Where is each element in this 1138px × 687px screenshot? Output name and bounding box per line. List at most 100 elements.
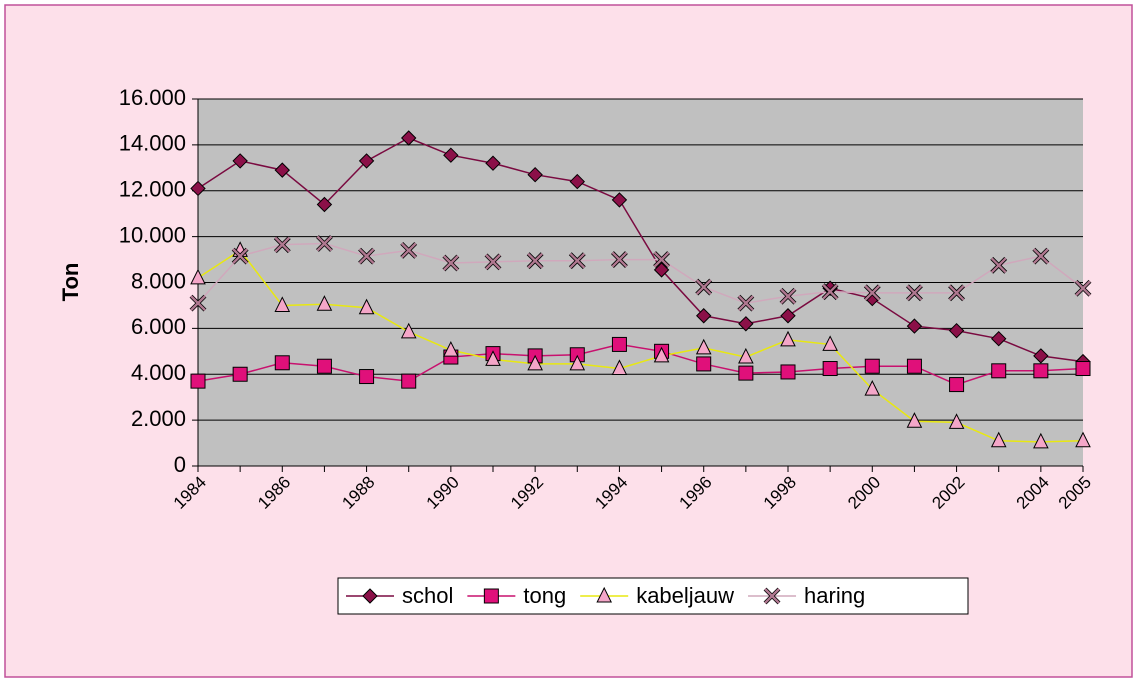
marker — [779, 287, 797, 305]
marker-stroke — [527, 252, 543, 269]
marker — [864, 358, 880, 374]
y-tick-label: 8.000 — [131, 268, 186, 293]
y-tick-label: 14.000 — [119, 131, 186, 156]
marker-stroke — [906, 284, 923, 301]
marker — [316, 295, 333, 311]
marker — [596, 586, 612, 603]
marker-stroke — [948, 284, 965, 301]
marker — [1033, 432, 1049, 449]
marker — [653, 262, 670, 278]
marker — [1033, 363, 1049, 379]
marker — [611, 336, 627, 352]
marker — [991, 363, 1007, 379]
marker — [443, 147, 459, 163]
marker — [189, 294, 207, 312]
marker — [1075, 431, 1091, 448]
marker-stroke — [822, 283, 838, 300]
legend-label: schol — [402, 583, 453, 608]
marker — [485, 350, 501, 366]
marker — [863, 284, 881, 302]
marker — [190, 268, 206, 285]
marker-stroke — [190, 295, 206, 311]
marker — [990, 256, 1008, 274]
marker — [232, 366, 248, 382]
y-tick-label: 0 — [174, 452, 186, 477]
y-tick-label: 10.000 — [119, 222, 186, 247]
marker — [948, 322, 965, 339]
marker — [695, 278, 713, 296]
legend-label: kabeljauw — [636, 583, 734, 608]
legend-label: tong — [523, 583, 566, 608]
marker — [696, 356, 712, 372]
marker-stroke — [738, 295, 754, 311]
marker — [527, 354, 543, 371]
marker — [442, 254, 460, 272]
marker — [569, 354, 586, 371]
marker — [611, 251, 628, 268]
marker-stroke — [1033, 248, 1049, 264]
marker — [569, 173, 585, 190]
marker — [653, 251, 670, 268]
legend — [337, 577, 969, 615]
series-line — [197, 343, 1084, 386]
marker-stroke — [864, 284, 881, 301]
marker — [906, 284, 923, 302]
marker — [1032, 247, 1050, 265]
marker — [190, 373, 206, 389]
marker — [274, 355, 290, 371]
marker — [696, 308, 712, 324]
marker — [483, 588, 499, 604]
marker — [948, 284, 965, 302]
y-tick-label: 6.000 — [131, 314, 186, 339]
series-line — [197, 137, 1084, 363]
marker — [822, 361, 838, 377]
marker — [864, 380, 881, 396]
marker-stroke — [274, 236, 291, 253]
marker — [991, 330, 1007, 347]
marker-stroke — [780, 288, 796, 305]
marker-stroke — [653, 251, 670, 268]
marker-stroke — [611, 251, 628, 268]
marker — [443, 341, 459, 357]
marker — [1075, 361, 1091, 377]
marker — [568, 252, 586, 270]
marker — [948, 413, 965, 429]
marker-stroke — [1075, 280, 1091, 297]
marker — [990, 431, 1007, 448]
series-line — [197, 249, 1084, 443]
marker — [232, 153, 248, 169]
y-tick-label: 16.000 — [119, 85, 186, 110]
marker — [906, 412, 923, 428]
marker-stroke — [400, 242, 417, 259]
marker — [1074, 279, 1092, 297]
marker — [1033, 348, 1049, 364]
marker-stroke — [316, 235, 333, 252]
marker — [316, 358, 332, 374]
y-tick-label: 12.000 — [119, 177, 186, 202]
marker — [526, 252, 544, 270]
marker — [274, 296, 291, 312]
marker — [362, 588, 378, 604]
marker — [738, 365, 754, 381]
marker — [738, 347, 754, 364]
marker-stroke — [485, 254, 501, 270]
marker — [611, 192, 628, 208]
marker — [822, 335, 838, 351]
marker — [316, 196, 333, 213]
marker-stroke — [764, 588, 780, 604]
marker — [273, 236, 291, 254]
marker — [949, 377, 965, 393]
marker — [316, 235, 333, 252]
marker — [780, 330, 796, 347]
marker — [653, 346, 670, 363]
marker — [401, 130, 417, 146]
y-tick-label: 2.000 — [131, 406, 186, 431]
marker — [780, 308, 796, 324]
marker — [400, 241, 418, 259]
y-axis-label: Ton — [58, 263, 83, 302]
marker — [359, 369, 375, 385]
marker — [611, 359, 628, 376]
marker-stroke — [232, 248, 248, 264]
marker — [737, 294, 755, 312]
